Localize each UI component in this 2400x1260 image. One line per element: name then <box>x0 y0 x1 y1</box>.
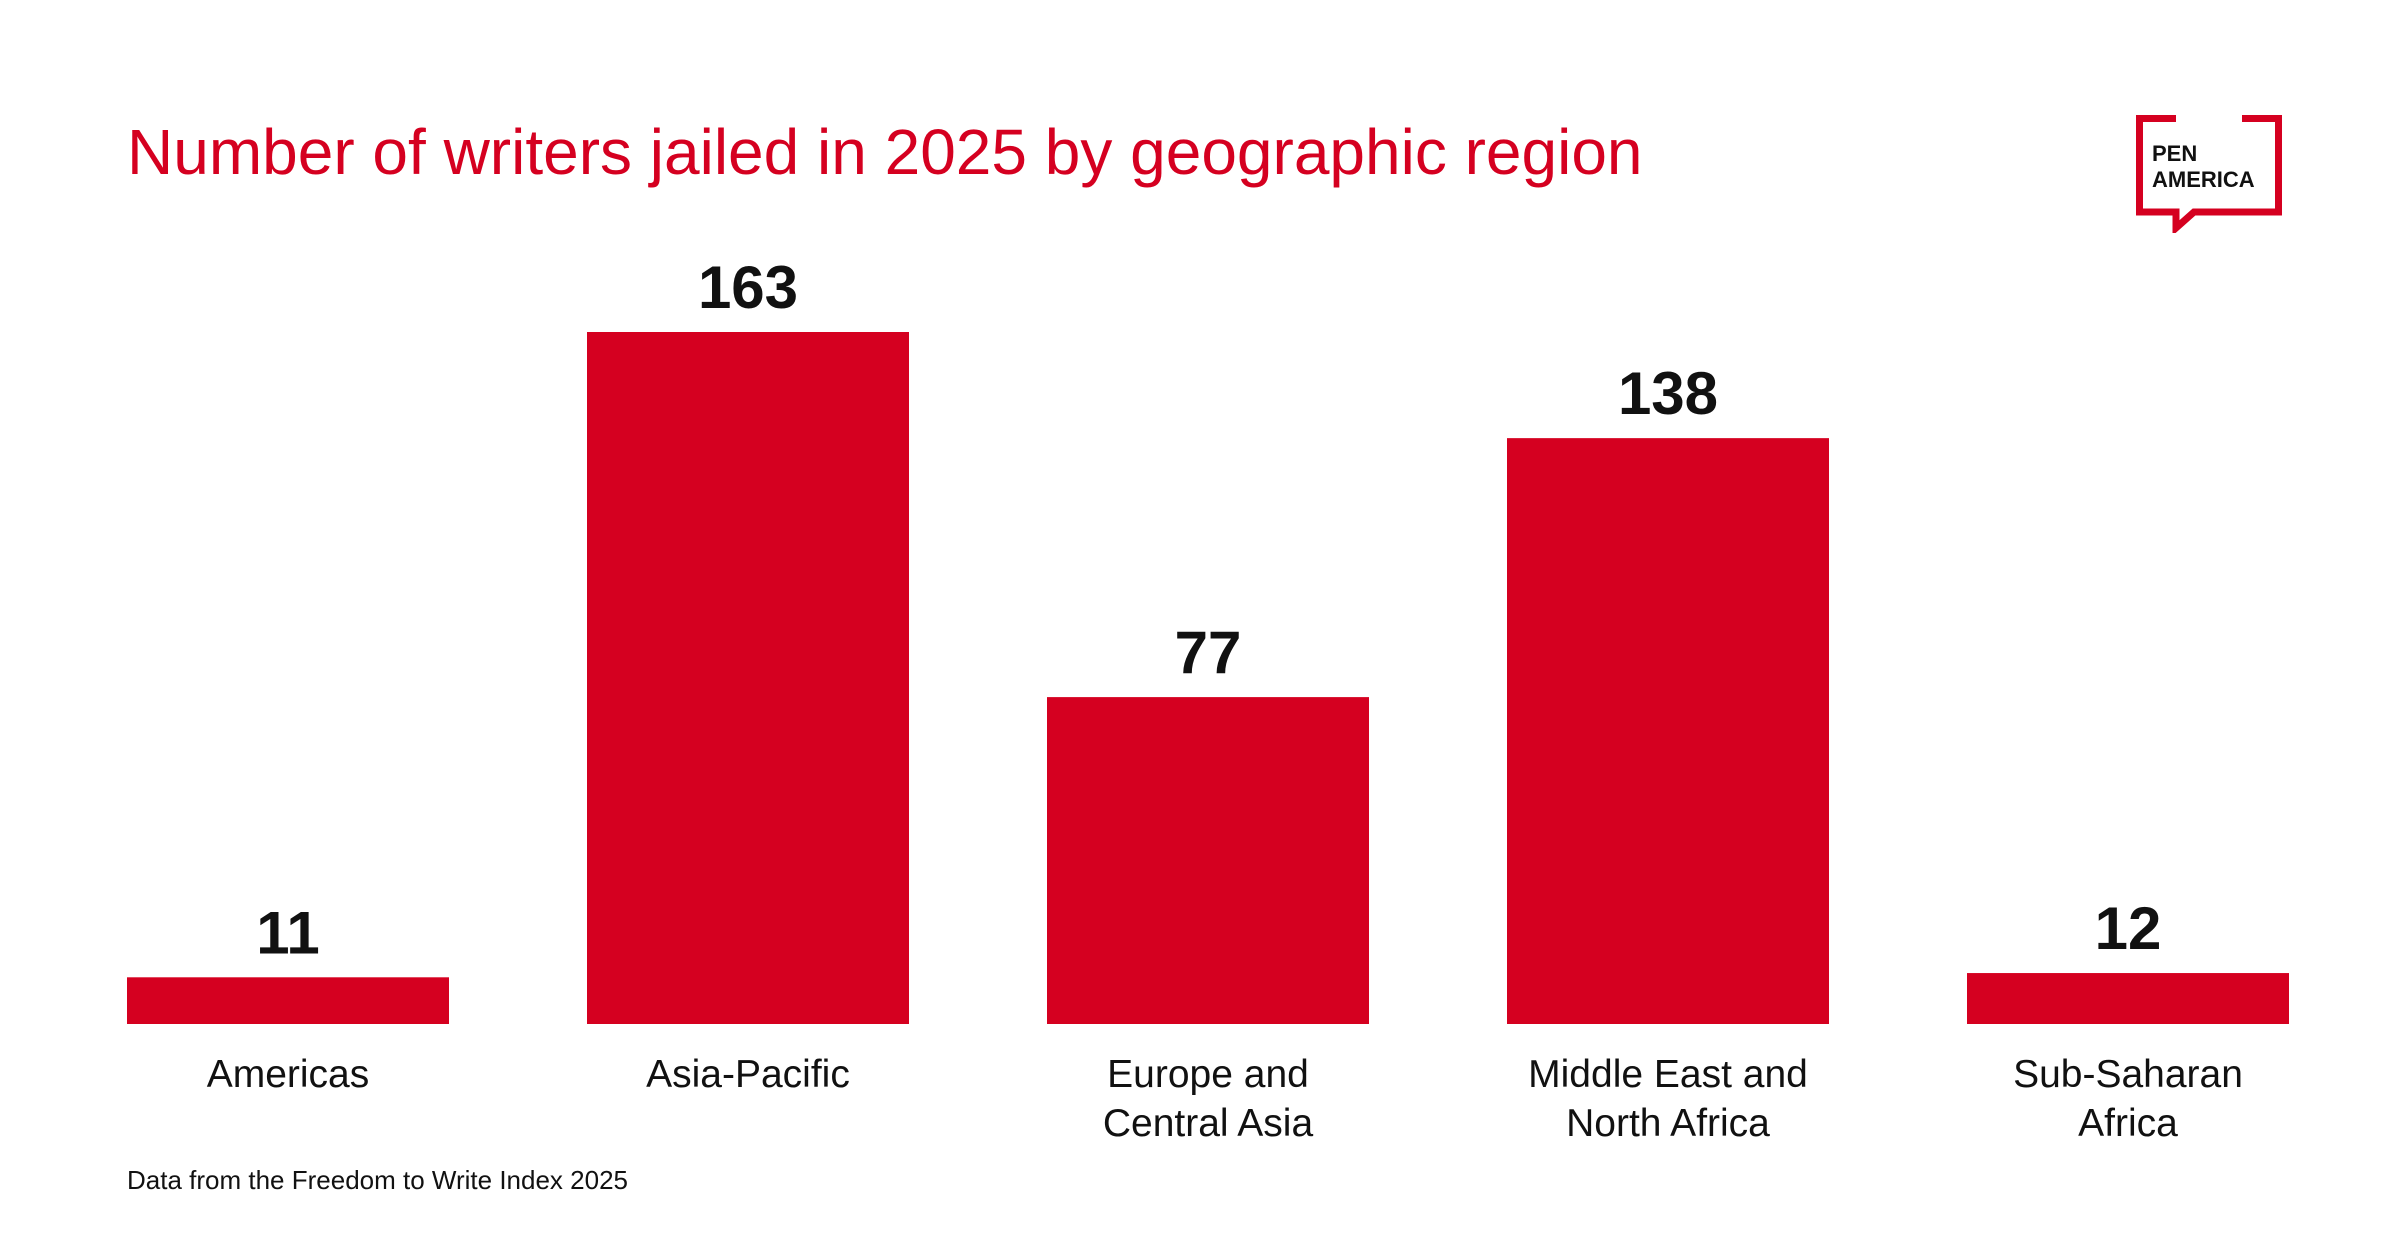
pen-america-logo: PEN AMERICA <box>2136 115 2282 233</box>
category-labels-group: Americas Asia-Pacific Europe and Central As… <box>207 1053 2243 1145</box>
value-label-1: 11 <box>256 899 319 966</box>
category-label-3-line-2: Central Asia <box>1103 1102 1314 1145</box>
category-label-5-line-1: Sub-Saharan <box>2013 1053 2243 1096</box>
category-label-5-line-2: Africa <box>2078 1102 2178 1145</box>
category-label-4-line-1: Middle East and <box>1528 1053 1808 1096</box>
category-label-2-line-1: Asia-Pacific <box>646 1053 850 1096</box>
logo-line-2: AMERICA <box>2152 167 2255 192</box>
bars-group <box>127 332 2289 1024</box>
category-label-1-line-1: Americas <box>207 1053 370 1096</box>
source-note: Data from the Freedom to Write Index 202… <box>127 1165 628 1195</box>
value-label-4: 138 <box>1618 360 1718 427</box>
value-label-3: 77 <box>1175 619 1242 686</box>
chart-title: Number of writers jailed in 2025 by geog… <box>127 116 1643 188</box>
category-label-3-line-1: Europe and <box>1107 1053 1309 1096</box>
bar-2 <box>587 332 909 1024</box>
bar-5 <box>1967 973 2289 1024</box>
value-labels-group: 11 163 77 138 12 <box>256 254 2161 966</box>
value-label-2: 163 <box>698 254 798 321</box>
value-label-5: 12 <box>2095 895 2162 962</box>
logo-line-1: PEN <box>2152 141 2197 166</box>
category-label-4-line-2: North Africa <box>1566 1102 1770 1145</box>
bar-4 <box>1507 438 1829 1024</box>
bar-1 <box>127 977 449 1024</box>
speech-bubble-frame <box>2136 115 2282 233</box>
bar-3 <box>1047 697 1369 1024</box>
